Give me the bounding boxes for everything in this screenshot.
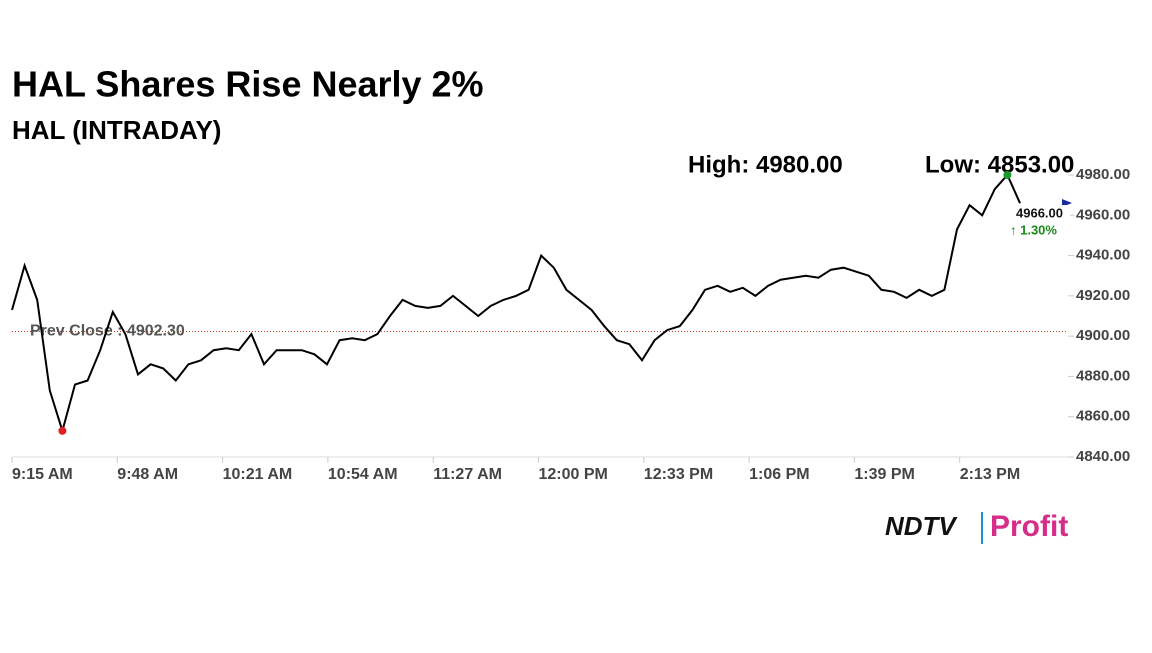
chart-subtitle: HAL (INTRADAY) — [12, 115, 221, 145]
change-label: ↑ 1.30% — [1010, 222, 1057, 237]
y-tick-label: 4860.00 — [1076, 408, 1130, 425]
x-tick-label: 9:48 AM — [117, 466, 178, 483]
x-tick-label: 12:33 PM — [644, 466, 713, 483]
y-tick-label: 4840.00 — [1076, 448, 1130, 465]
x-tick-label: 10:54 AM — [328, 466, 398, 483]
y-tick-label: 4980.00 — [1076, 166, 1130, 183]
x-tick-label: 11:27 AM — [433, 466, 502, 483]
price-line — [11, 173, 1021, 435]
x-tick-label: 1:06 PM — [749, 466, 809, 483]
y-tick-label: 4920.00 — [1076, 287, 1130, 304]
x-tick-label: 2:13 PM — [960, 466, 1020, 483]
brand-ndtv: NDTV — [885, 511, 958, 541]
high-label: High: 4980.00 — [688, 151, 843, 178]
last-price-label: 4966.00 — [1016, 205, 1063, 220]
x-tick-label: 12:00 PM — [539, 466, 608, 483]
low-label: Low: 4853.00 — [925, 151, 1074, 178]
y-tick-label: 4880.00 — [1076, 367, 1130, 384]
y-tick-label: 4960.00 — [1076, 206, 1130, 223]
y-tick-label: 4900.00 — [1076, 327, 1130, 344]
x-tick-label: 1:39 PM — [854, 466, 914, 483]
x-tick-label: 9:15 AM — [12, 466, 73, 483]
low-marker — [58, 426, 67, 435]
brand-profit: Profit — [990, 510, 1068, 543]
x-tick-label: 10:21 AM — [223, 466, 293, 483]
last-price-box — [1012, 205, 1070, 223]
y-tick-label: 4940.00 — [1076, 247, 1130, 264]
chart-title: HAL Shares Rise Nearly 2% — [12, 64, 484, 105]
high-marker — [1003, 171, 1012, 179]
